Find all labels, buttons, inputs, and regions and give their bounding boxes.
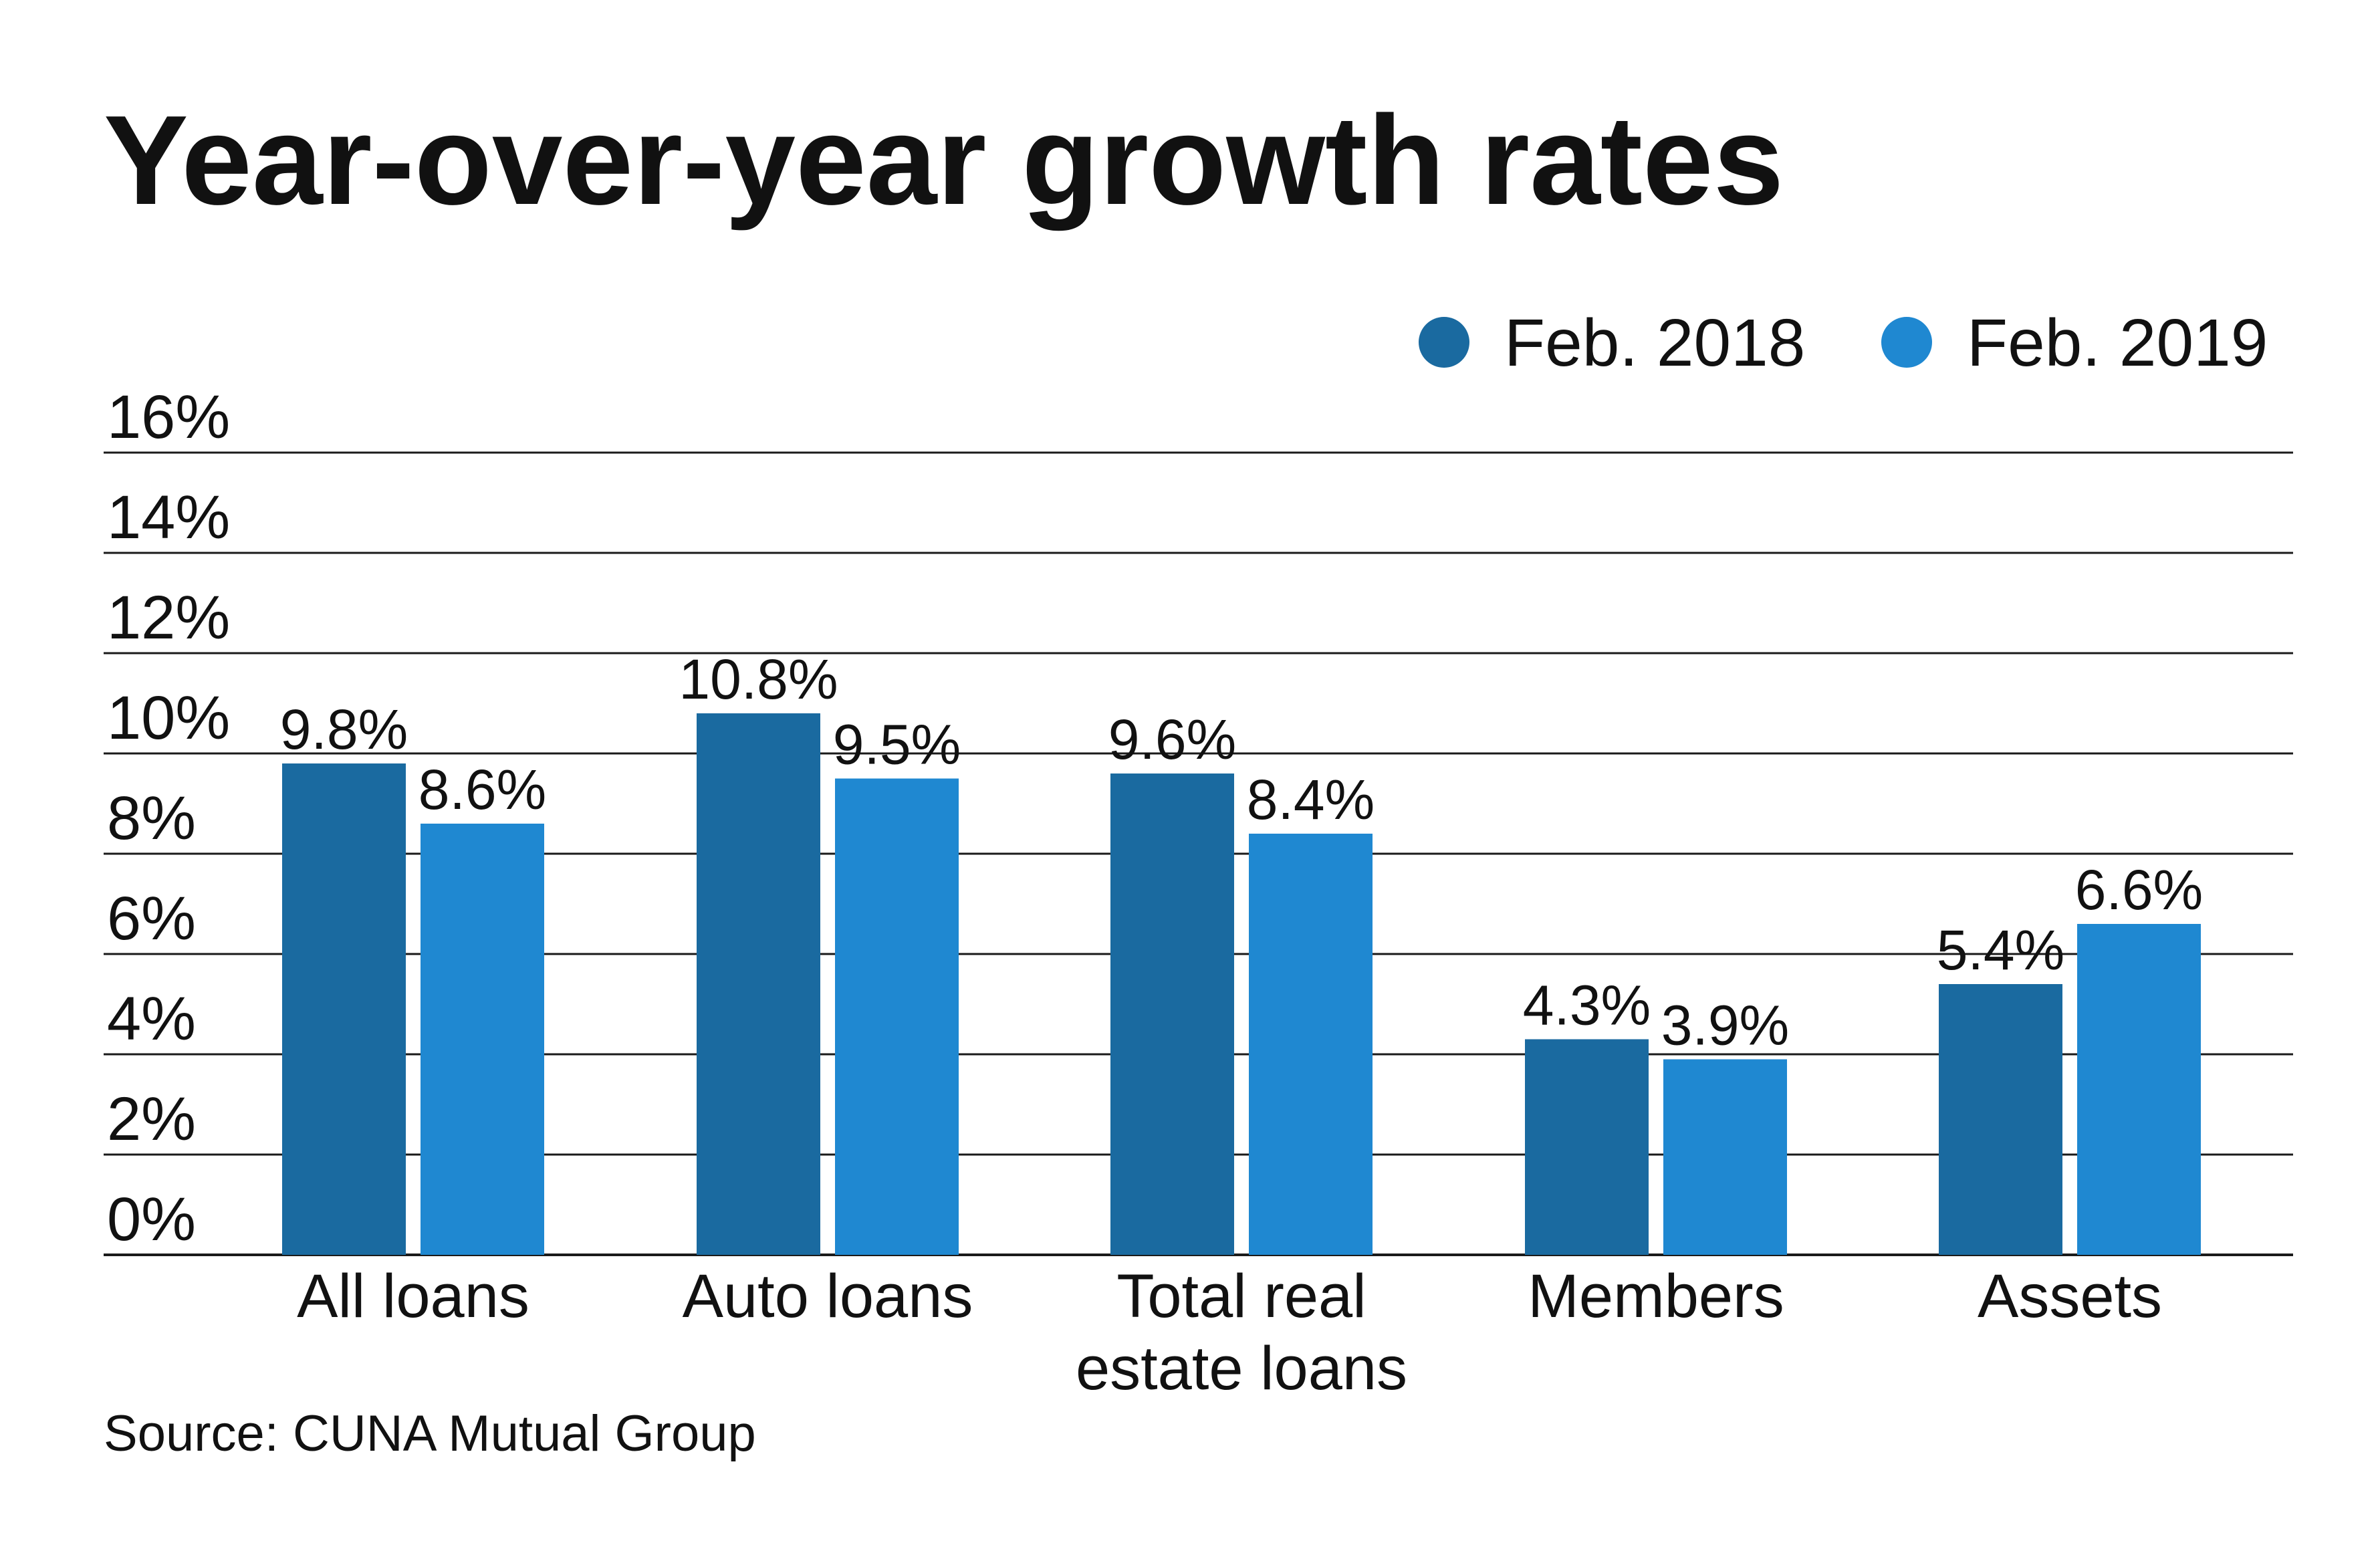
bar — [1525, 1039, 1649, 1255]
legend-marker — [1881, 317, 1932, 368]
y-tick-label: 4% — [107, 985, 196, 1053]
category-label: Members — [1528, 1262, 1784, 1330]
bars — [282, 713, 2201, 1255]
chart-title: Year-over-year growth rates — [104, 90, 1784, 231]
bar-value-label: 9.6% — [1108, 708, 1236, 771]
bar-value-labels: 9.8% 10.8% 9.6% 4.3% 5.4% 8.6% 9.5% 8.4% 3.9% 6.6… — [280, 648, 2203, 1057]
bar — [1110, 773, 1234, 1255]
bar — [421, 824, 544, 1255]
bar-value-label: 8.4% — [1247, 768, 1375, 831]
bar — [835, 778, 959, 1255]
bar-value-label: 5.4% — [1937, 919, 2064, 981]
bar — [697, 713, 820, 1255]
y-tick-label: 6% — [107, 884, 196, 953]
bar-value-label: 3.9% — [1661, 994, 1789, 1057]
y-tick-label: 14% — [107, 483, 230, 552]
y-axis-tick-labels: 0% 2% 4% 6% 8% 10% 12% 14% 16% — [107, 383, 230, 1254]
legend-marker — [1419, 317, 1469, 368]
y-tick-label: 0% — [107, 1185, 196, 1254]
legend-label: Feb. 2019 — [1967, 306, 2268, 380]
legend-label: Feb. 2018 — [1504, 306, 1805, 380]
bar-value-label: 8.6% — [419, 758, 546, 821]
category-label: Auto loans — [683, 1262, 973, 1330]
legend: Feb. 2018 Feb. 2019 — [1419, 306, 2268, 380]
category-labels: All loans Auto loans Total real estate loan… — [297, 1262, 2162, 1403]
bar — [1939, 984, 2062, 1255]
bar — [2077, 924, 2201, 1255]
bar-value-label: 6.6% — [2075, 858, 2203, 921]
category-label: All loans — [297, 1262, 529, 1330]
bar — [1663, 1059, 1787, 1255]
y-tick-label: 10% — [107, 684, 230, 752]
bar-value-label: 9.5% — [833, 713, 961, 776]
bar-value-label: 10.8% — [679, 648, 838, 711]
y-tick-label: 8% — [107, 784, 196, 852]
y-tick-label: 16% — [107, 383, 230, 451]
category-label: Assets — [1978, 1262, 2162, 1330]
y-tick-label: 2% — [107, 1085, 196, 1153]
bar — [1249, 834, 1373, 1255]
source-note: Source: CUNA Mutual Group — [104, 1405, 756, 1462]
bar — [282, 763, 406, 1255]
y-tick-label: 12% — [107, 584, 230, 652]
category-label: Total real estate loans — [1076, 1262, 1407, 1403]
bar-value-label: 9.8% — [280, 698, 408, 761]
bar-value-label: 4.3% — [1523, 974, 1651, 1037]
